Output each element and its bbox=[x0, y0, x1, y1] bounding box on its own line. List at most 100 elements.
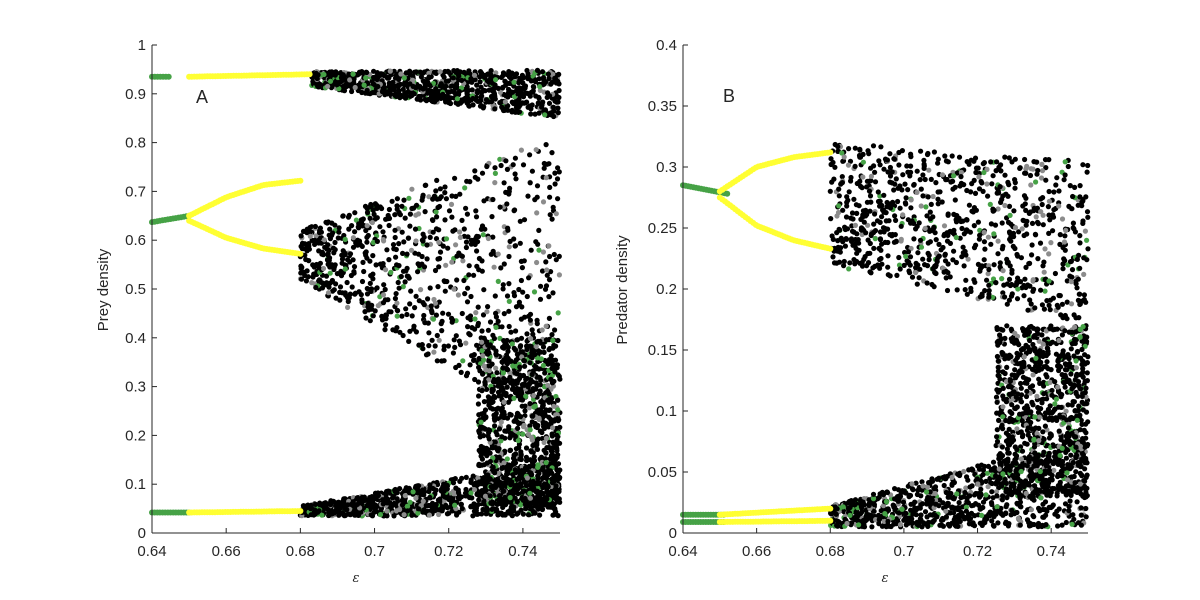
panel-a-chaotic-point bbox=[557, 424, 563, 430]
panel-a-y-tick-label: 0.9 bbox=[125, 86, 146, 103]
panel-a-chaotic-point bbox=[312, 241, 318, 247]
panel-a-chaotic-point bbox=[393, 246, 399, 253]
panel-a-chaotic-point bbox=[352, 291, 358, 297]
panel-a-chaotic-point bbox=[381, 85, 387, 91]
panel-a-chaotic-point bbox=[319, 512, 325, 518]
panel-a-chaotic-point bbox=[341, 512, 347, 518]
panel-b-chaotic-point bbox=[1056, 203, 1062, 209]
panel-b-chaotic-point bbox=[1023, 195, 1029, 201]
panel-a-chaotic-point bbox=[492, 293, 498, 299]
panel-b-chaotic-point bbox=[1069, 206, 1075, 212]
panel-a-chaotic-point bbox=[391, 513, 397, 519]
panel-a-chaotic-point bbox=[478, 493, 484, 499]
panel-a-chaotic-point bbox=[495, 251, 501, 257]
panel-a-chaotic-point bbox=[543, 460, 549, 466]
panel-b-chaotic-point bbox=[872, 228, 879, 234]
panel-a-chaotic-point bbox=[330, 288, 336, 294]
panel-a-chaotic-point bbox=[495, 389, 502, 395]
panel-b-chaotic-point bbox=[1011, 208, 1017, 214]
panel-a-chaotic-point bbox=[490, 248, 496, 254]
panel-a-chaotic-point bbox=[425, 296, 431, 302]
panel-a-chaotic-point bbox=[492, 165, 498, 171]
panel-b-chaotic-point bbox=[1017, 165, 1023, 171]
panel-b-chaotic-point bbox=[1039, 168, 1046, 174]
panel-b-chaotic-point bbox=[835, 144, 841, 150]
panel-a-chaotic-point bbox=[340, 502, 346, 508]
panel-b-chaotic-point bbox=[1059, 216, 1066, 222]
panel-a-chaotic-point bbox=[481, 499, 487, 505]
panel-a-chaotic-point bbox=[368, 273, 374, 279]
panel-b-chaotic-point bbox=[999, 246, 1006, 252]
panel-a-chaotic-point bbox=[454, 96, 460, 102]
panel-a-chaotic-point bbox=[450, 350, 456, 356]
panel-a-chaotic-point bbox=[497, 204, 503, 210]
panel-a-chaotic-point bbox=[479, 478, 485, 484]
panel-a-chaotic-point bbox=[507, 447, 513, 454]
panel-a-chaotic-point bbox=[487, 476, 493, 482]
panel-a-chaotic-point bbox=[519, 91, 525, 97]
panel-a-chaotic-point bbox=[429, 310, 435, 316]
panel-a-chaotic-point bbox=[540, 421, 546, 427]
panel-a-chaotic-point bbox=[548, 376, 554, 382]
panel-a-chaotic-point bbox=[415, 269, 421, 275]
panel-a-chaotic-point bbox=[504, 201, 510, 207]
panel-a-chaotic-point bbox=[506, 308, 512, 314]
panel-a-chaotic-point bbox=[543, 323, 549, 329]
panel-a-chaotic-point bbox=[359, 223, 366, 229]
panel-a-chaotic-point bbox=[335, 235, 341, 241]
panel-a-chaotic-point bbox=[374, 285, 380, 291]
panel-a-chaotic-point bbox=[474, 482, 480, 489]
panel-a-chaotic-point bbox=[304, 230, 310, 236]
panel-a-chaotic-point bbox=[536, 247, 542, 253]
panel-a-chaotic-point bbox=[549, 431, 555, 437]
panel-a-chaotic-point bbox=[443, 196, 449, 202]
panel-a-chaotic-point bbox=[323, 282, 329, 288]
panel-a-chaotic-point bbox=[500, 72, 506, 78]
panel-a-chaotic-point bbox=[401, 75, 407, 81]
panel-a-chaotic-point bbox=[551, 108, 557, 114]
panel-a-chaotic-point bbox=[405, 503, 411, 509]
panel-a-chaotic-point bbox=[389, 495, 396, 501]
panel-a-chaotic-point bbox=[506, 298, 512, 304]
panel-a-chaotic-point bbox=[445, 343, 451, 349]
panel-b-chaotic-point bbox=[1046, 302, 1052, 308]
panel-a-chaotic-point bbox=[411, 69, 418, 75]
panel-b-chaotic-point bbox=[1002, 154, 1008, 160]
panel-a-chaotic-point bbox=[394, 496, 400, 502]
panel-b-chaotic-point bbox=[1032, 305, 1038, 311]
panel-a-chaotic-point bbox=[538, 407, 544, 413]
panel-a-chaotic-point bbox=[536, 480, 542, 486]
panel-a-chaotic-point bbox=[437, 196, 443, 202]
panel-a-chaotic-point bbox=[465, 315, 471, 321]
panel-a-chaotic-point bbox=[552, 181, 558, 187]
panel-a-chaotic-point bbox=[553, 211, 559, 217]
panel-b-chaotic-point bbox=[942, 258, 949, 264]
panel-b-chaotic-point bbox=[1012, 156, 1018, 162]
panel-a-chaotic-point bbox=[537, 382, 543, 388]
panel-a-chaotic-point bbox=[506, 424, 512, 430]
panel-a-chaotic-point bbox=[501, 261, 507, 267]
panel-a-chaotic-point bbox=[484, 163, 490, 170]
panel-a-chaotic-point bbox=[347, 77, 353, 83]
panel-b-chaotic-point bbox=[1000, 268, 1006, 274]
panel-b-chaotic-point bbox=[986, 282, 992, 288]
panel-a-x-tick-label: 0.68 bbox=[286, 543, 315, 560]
panel-b-chaotic-point bbox=[981, 229, 987, 235]
panel-a-chaotic-point bbox=[541, 482, 547, 488]
panel-b-chaotic-point bbox=[973, 242, 979, 248]
panel-a-chaotic-point bbox=[497, 335, 503, 341]
panel-a-chaotic-point bbox=[504, 468, 510, 474]
panel-a-chaotic-point bbox=[527, 504, 534, 510]
panel-a-chaotic-point bbox=[539, 327, 545, 333]
panel-a-chaotic-point bbox=[492, 484, 499, 490]
panel-a-chaotic-point bbox=[303, 278, 309, 284]
panel-b-chaotic-point bbox=[830, 254, 836, 260]
panel-b-chaotic-point bbox=[852, 163, 858, 169]
panel-a-chaotic-point bbox=[539, 104, 545, 110]
panel-a-chaotic-point bbox=[399, 203, 405, 209]
panel-a-chaotic-point bbox=[386, 206, 392, 213]
panel-a-chaotic-point bbox=[405, 273, 411, 279]
panel-a-chaotic-point bbox=[464, 370, 471, 376]
panel-b-chaotic-point bbox=[905, 217, 911, 223]
panel-a-chaotic-point bbox=[515, 91, 521, 97]
